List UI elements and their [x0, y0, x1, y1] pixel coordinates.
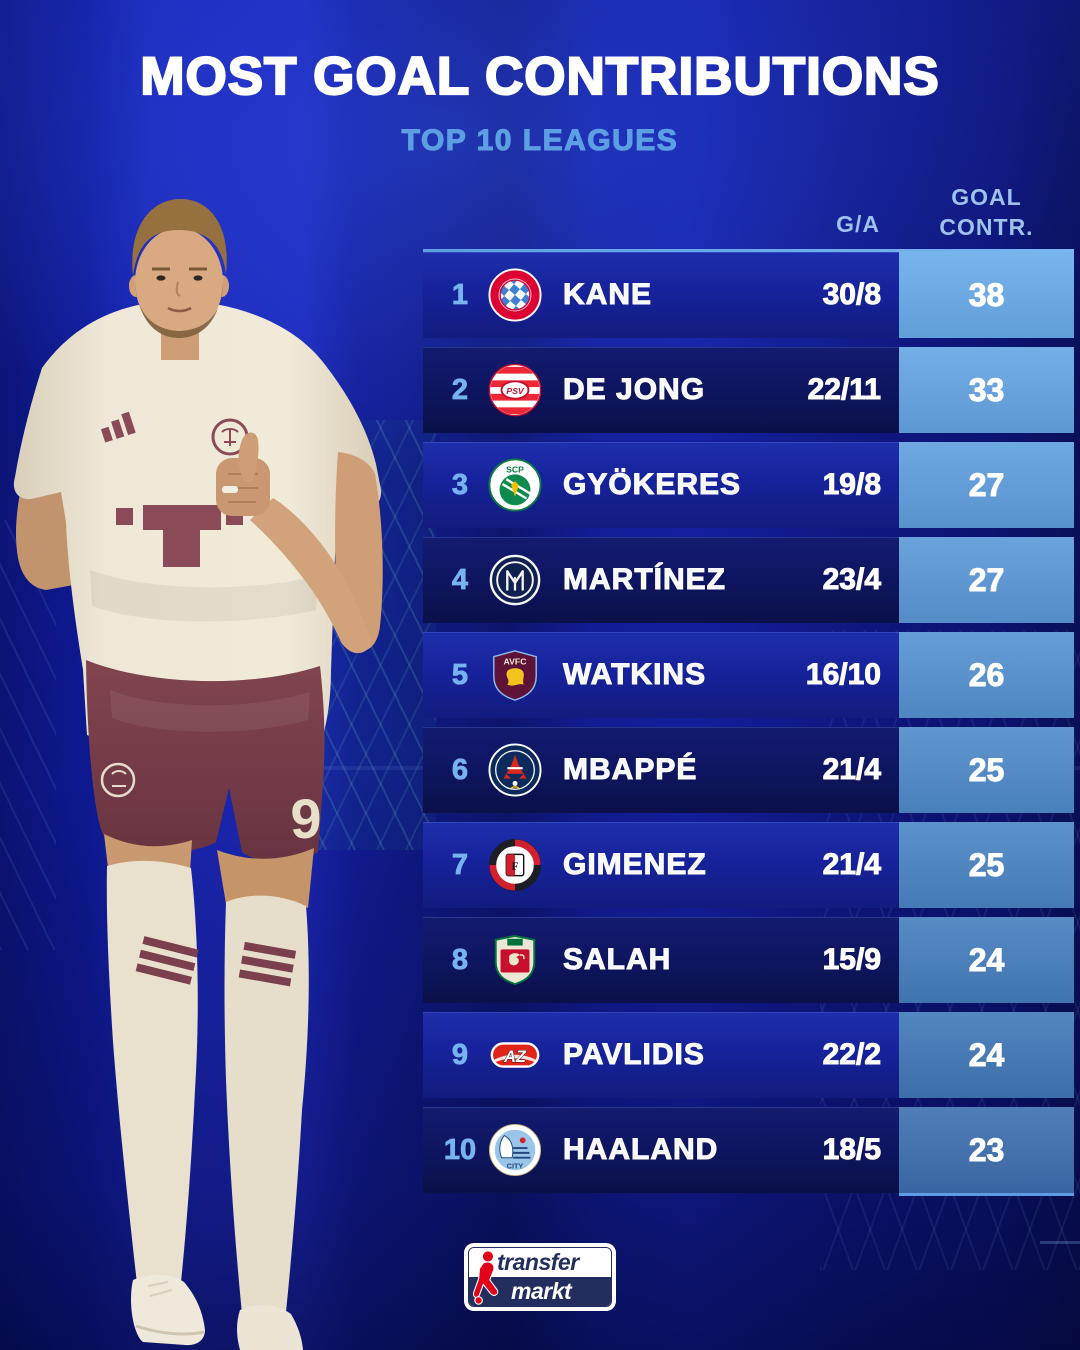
table-top-rule [423, 249, 1074, 252]
ga-value: 21/4 [822, 848, 881, 882]
bayern-munich-badge-icon [487, 267, 543, 323]
table-bottom-rule [899, 1193, 1074, 1196]
background-accent-line [1040, 1241, 1080, 1244]
feyenoord-badge-icon: F [487, 837, 543, 893]
svg-text:CITY: CITY [507, 1161, 524, 1170]
page-title: MOST GOAL CONTRIBUTIONS [139, 46, 940, 107]
ga-value: 19/8 [822, 468, 881, 502]
ga-value: 16/10 [805, 658, 881, 692]
player-name: PAVLIDIS [563, 1038, 705, 1072]
player-name: HAALAND [562, 1133, 719, 1167]
ranking-table: 1 KANE 30/8 38 2 PSV DE JONG 22/11 33 3 … [423, 249, 1074, 1196]
goal-contributions-value: 38 [899, 252, 1074, 338]
player-name: MBAPPÉ [562, 753, 698, 787]
telekom-t-logo [116, 505, 243, 567]
logo-word-markt: markt [511, 1278, 572, 1304]
rank-number: 1 [451, 278, 469, 311]
player-name: GYÖKERES [562, 468, 742, 502]
goal-contributions-value: 33 [899, 347, 1074, 433]
table-column-headers: G/A GOAL CONTR. [423, 178, 1074, 244]
page-subtitle: TOP 10 LEAGUES [401, 123, 679, 157]
logo-word-transfer: transfer [497, 1249, 579, 1275]
ga-value: 15/9 [822, 943, 881, 977]
ga-value: 18/5 [822, 1133, 881, 1167]
ga-value: 22/2 [822, 1038, 881, 1072]
aston-villa-badge-icon: AVFC [487, 647, 543, 703]
rank-number: 3 [451, 468, 469, 501]
goal-contributions-value: 23 [899, 1107, 1074, 1193]
rank-number: 7 [451, 848, 469, 881]
column-header-goal-contr: GOAL CONTR. [939, 184, 1034, 240]
ga-value: 22/11 [807, 373, 881, 407]
svg-text:AZ: AZ [503, 1048, 527, 1066]
player-name: SALAH [562, 943, 672, 977]
ga-value: 30/8 [822, 278, 881, 312]
svg-text:PSV: PSV [506, 386, 525, 396]
table-row: 6 MBAPPÉ 21/4 25 [423, 727, 1074, 813]
rank-number: 6 [451, 753, 469, 786]
goal-contributions-value: 27 [899, 537, 1074, 623]
transfermarkt-logo: transfer markt [464, 1243, 616, 1311]
rank-number: 10 [443, 1133, 477, 1166]
player-name: GIMENEZ [563, 848, 707, 882]
player-photo-harry-kane: 9 [13, 198, 383, 1350]
svg-text:AVFC: AVFC [504, 656, 528, 666]
goal-contributions-value: 25 [899, 822, 1074, 908]
column-header-ga: G/A [836, 211, 880, 237]
rank-number: 4 [451, 563, 469, 596]
svg-text:F: F [511, 860, 518, 873]
goal-contributions-value: 24 [899, 1012, 1074, 1098]
table-row: 4 MARTÍNEZ 23/4 27 [423, 537, 1074, 623]
ga-value: 21/4 [822, 753, 881, 787]
goal-contributions-value: 24 [899, 917, 1074, 1003]
adidas-logo-mark [100, 411, 136, 443]
table-row: 5 AVFC WATKINS 16/10 26 [423, 632, 1074, 718]
rank-number: 8 [451, 943, 469, 976]
goal-contributions-value: 26 [899, 632, 1074, 718]
table-row: 3 SCP GYÖKERES 19/8 27 [423, 442, 1074, 528]
rank-number: 2 [451, 373, 469, 406]
player-name: DE JONG [562, 373, 706, 407]
table-row: 1 KANE 30/8 38 [423, 252, 1074, 338]
ring [222, 486, 238, 493]
manchester-city-badge-icon: CITY [487, 1122, 543, 1178]
player-name: WATKINS [562, 658, 707, 692]
ranking-table-rows: 1 KANE 30/8 38 2 PSV DE JONG 22/11 33 3 … [423, 252, 1074, 1193]
rank-number: 9 [451, 1038, 469, 1071]
rank-number: 5 [451, 658, 469, 691]
goal-contributions-value: 25 [899, 727, 1074, 813]
table-row: 7 F GIMENEZ 21/4 25 [423, 822, 1074, 908]
psv-eindhoven-badge-icon: PSV [487, 362, 543, 418]
az-alkmaar-badge-icon: AZ [487, 1027, 543, 1083]
table-row: 8 SALAH 15/9 24 [423, 917, 1074, 1003]
transfermarkt-player-figure-icon [472, 1250, 499, 1305]
goal-contributions-value: 27 [899, 442, 1074, 528]
table-row: 9 AZ PAVLIDIS 22/2 24 [423, 1012, 1074, 1098]
table-row: 2 PSV DE JONG 22/11 33 [423, 347, 1074, 433]
svg-text:SCP: SCP [506, 464, 524, 474]
ga-value: 23/4 [822, 563, 881, 597]
sporting-cp-badge-icon: SCP [487, 457, 543, 513]
table-row: 10 CITY HAALAND 18/5 23 [423, 1107, 1074, 1193]
inter-milan-badge-icon [487, 552, 543, 608]
psg-badge-icon [487, 742, 543, 798]
player-name: KANE [562, 278, 653, 312]
player-name: MARTÍNEZ [563, 563, 726, 597]
liverpool-badge-icon [487, 932, 543, 988]
svg-text:9: 9 [290, 787, 321, 850]
